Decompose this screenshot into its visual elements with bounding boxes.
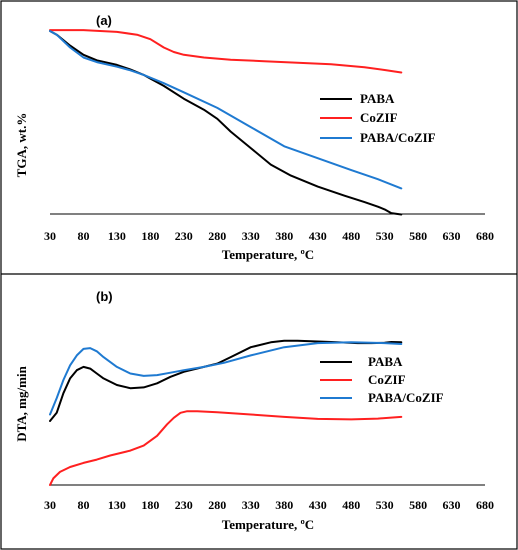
series-line-paba-cozif xyxy=(49,341,403,416)
x-tick-label: 230 xyxy=(175,229,193,243)
x-tick-label: 480 xyxy=(342,498,360,512)
legend-label-cozif: CoZIF xyxy=(360,110,398,125)
y-axis-title: DTA, mg/min xyxy=(14,365,29,441)
x-tick-label: 330 xyxy=(242,498,260,512)
legend-label-cozif: CoZIF xyxy=(368,372,406,387)
x-tick-label: 30 xyxy=(44,498,56,512)
panel-a-tga: (a) TGA, wt.% Temperature, ºC 30 80 130 180… xyxy=(14,13,494,262)
legend-label-paba-cozif: PABA/CoZIF xyxy=(360,130,436,145)
legend: PABA CoZIF PABA/CoZIF xyxy=(320,91,436,145)
x-tick-label: 380 xyxy=(275,498,293,512)
series-line-paba xyxy=(49,30,403,216)
series-line-cozif xyxy=(49,29,403,74)
x-tick-label: 680 xyxy=(476,229,494,243)
x-tick-label: 130 xyxy=(108,229,126,243)
x-tick-label: 430 xyxy=(309,229,327,243)
legend-label-paba: PABA xyxy=(360,91,395,106)
legend-label-paba-cozif: PABA/CoZIF xyxy=(368,390,444,405)
panel-b-dta: (b) DTA, mg/min Temperature, ºC 30 80 130 1… xyxy=(14,289,494,532)
x-tick-label: 480 xyxy=(342,229,360,243)
legend-label-paba: PABA xyxy=(368,354,403,369)
x-tick-labels: 30 80 130 180 230 280 330 380 430 480 530 580 630 680 xyxy=(44,229,494,243)
panel-label: (a) xyxy=(96,13,112,28)
x-tick-label: 580 xyxy=(409,229,427,243)
panel-label: (b) xyxy=(96,289,113,304)
x-tick-label: 80 xyxy=(78,229,90,243)
series-layer xyxy=(49,339,403,486)
x-tick-label: 580 xyxy=(409,498,427,512)
x-axis-title: Temperature, ºC xyxy=(222,517,314,532)
x-tick-label: 280 xyxy=(208,229,226,243)
x-tick-label: 180 xyxy=(141,229,159,243)
x-tick-label: 530 xyxy=(376,229,394,243)
x-tick-label: 280 xyxy=(208,498,226,512)
x-tick-label: 330 xyxy=(242,229,260,243)
legend: PABA CoZIF PABA/CoZIF xyxy=(320,354,444,405)
series-line-cozif xyxy=(49,410,403,486)
x-tick-label: 230 xyxy=(175,498,193,512)
x-tick-label: 80 xyxy=(78,498,90,512)
x-tick-label: 130 xyxy=(108,498,126,512)
x-tick-label: 180 xyxy=(141,498,159,512)
x-tick-label: 630 xyxy=(443,498,461,512)
x-tick-label: 380 xyxy=(275,229,293,243)
y-axis-title: TGA, wt.% xyxy=(14,113,29,178)
x-tick-label: 530 xyxy=(376,498,394,512)
x-tick-label: 680 xyxy=(476,498,494,512)
series-layer xyxy=(49,29,403,216)
x-tick-labels: 30 80 130 180 230 280 330 380 430 480 530 580 630 680 xyxy=(44,498,494,512)
series-line-paba-cozif xyxy=(49,30,403,190)
x-tick-label: 30 xyxy=(44,229,56,243)
x-tick-label: 430 xyxy=(309,498,327,512)
x-tick-label: 630 xyxy=(443,229,461,243)
x-axis-title: Temperature, ºC xyxy=(222,247,314,262)
